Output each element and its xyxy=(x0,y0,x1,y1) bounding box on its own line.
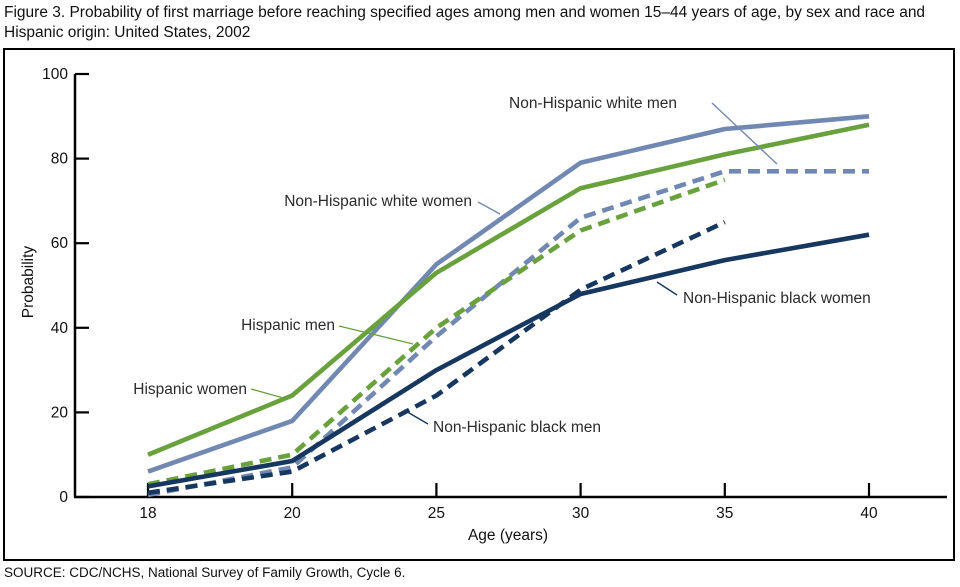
series-label-non-hispanic-black-women: Non-Hispanic black women xyxy=(683,290,871,307)
series-line-hispanic-men xyxy=(147,177,726,487)
series-line-hispanic-women xyxy=(147,122,870,457)
series-line-non-hispanic-white-men xyxy=(147,169,869,498)
label-pointer-non-hispanic-black-women xyxy=(656,281,678,296)
series-label-non-hispanic-white-women: Non-Hispanic white women xyxy=(284,193,472,210)
series-line-non-hispanic-black-women xyxy=(147,232,870,489)
series-line-non-hispanic-white-women xyxy=(147,114,870,474)
y-tick-label: 100 xyxy=(42,66,68,83)
y-tick-label: 60 xyxy=(51,235,69,252)
series-label-hispanic-men: Hispanic men xyxy=(241,317,335,334)
label-pointer-non-hispanic-white-men xyxy=(711,102,778,165)
y-tick-label: 40 xyxy=(51,320,69,337)
series-label-non-hispanic-black-men: Non-Hispanic black men xyxy=(433,419,601,436)
x-axis-title: Age (years) xyxy=(468,527,548,544)
y-axis-title: Probability xyxy=(20,246,37,319)
x-tick-label: 20 xyxy=(284,505,302,522)
y-tick-label: 80 xyxy=(51,151,69,168)
x-tick-label: 30 xyxy=(572,505,590,522)
series-line-non-hispanic-black-men xyxy=(147,220,726,496)
y-tick-label: 20 xyxy=(51,404,69,421)
chart-svg: 0 20 40 60 80 100 18 20 25 30 35 40 Age (years) Proba… xyxy=(20,66,947,544)
label-pointer-non-hispanic-white-women xyxy=(477,201,501,215)
label-pointer-hispanic-women xyxy=(250,388,288,400)
source-note: SOURCE: CDC/NCHS, National Survey of Fam… xyxy=(4,565,406,580)
label-pointer-hispanic-men xyxy=(338,325,414,345)
x-tick-label: 40 xyxy=(860,505,878,522)
y-tick-label: 0 xyxy=(59,489,68,506)
label-pointer-non-hispanic-black-men xyxy=(403,409,429,425)
figure-title: Figure 3. Probability of first marriage … xyxy=(4,4,926,41)
series-label-non-hispanic-white-men: Non-Hispanic white men xyxy=(509,95,677,112)
x-tick-label: 35 xyxy=(716,505,733,522)
x-tick-label: 25 xyxy=(428,505,445,522)
x-tick-label: 18 xyxy=(139,505,156,522)
series-label-hispanic-women: Hispanic women xyxy=(133,381,247,398)
chart-frame: 0 20 40 60 80 100 18 20 25 30 35 40 Age (years) Proba… xyxy=(3,48,955,561)
